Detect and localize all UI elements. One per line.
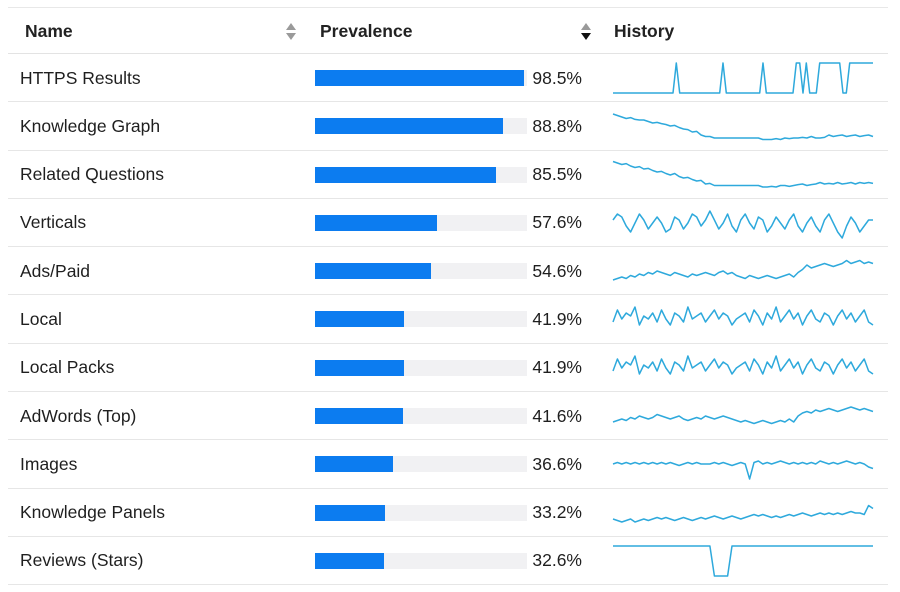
table-row[interactable]: Knowledge Graph 88.8% [8,102,888,151]
prevalence-value: 41.9% [532,308,582,329]
prevalence-bar-track [315,166,527,183]
feature-name: Knowledge Panels [20,502,165,523]
prevalence-value: 88.8% [532,115,582,136]
feature-name: Verticals [20,212,87,233]
prevalence-bar-track [315,118,527,135]
feature-name: AdWords (Top) [20,405,137,426]
feature-name: Local Packs [20,357,115,378]
prevalence-value: 36.6% [532,453,582,474]
prevalence-bar-fill [315,311,404,328]
prevalence-bar-fill [315,359,404,376]
sparkline-line [612,306,874,327]
table-row[interactable]: Verticals 57.6% [8,199,888,248]
prevalence-bar-track [315,504,527,521]
history-sparkline [612,460,874,481]
prevalence-bar-fill [315,263,431,280]
sparkline-line [612,460,874,481]
prevalence-bar-fill [315,118,504,135]
column-header-history: History [614,20,675,41]
sparkline-line [613,545,873,577]
feature-name: Images [20,453,78,474]
history-sparkline [612,210,873,239]
sparkline-line [613,62,873,94]
column-header-name[interactable]: Name [25,20,73,41]
history-sparkline [612,504,874,523]
sort-descending-icon[interactable] [580,22,592,41]
sparkline-line [612,113,874,141]
table-row[interactable]: Reviews (Stars) 32.6% [8,537,888,586]
table-row[interactable]: Local Packs 41.9% [8,344,888,393]
table-row[interactable]: AdWords (Top) 41.6% [8,392,888,441]
feature-name: Related Questions [20,164,164,185]
history-sparkline [612,306,874,327]
sparkline-line [612,259,874,281]
sparkline-line [612,504,874,523]
prevalence-bar-fill [315,166,497,183]
table-row[interactable]: Images 36.6% [8,440,888,489]
feature-name: Knowledge Graph [20,115,161,136]
prevalence-value: 41.6% [532,405,582,426]
prevalence-value: 32.6% [532,550,582,571]
prevalence-bar-fill [315,504,386,521]
sparkline-line [612,210,873,239]
table-row[interactable]: Knowledge Panels 33.2% [8,489,888,537]
history-sparkline [612,160,874,188]
prevalence-bar-track [315,408,527,425]
feature-name: Ads/Paid [20,260,91,281]
feature-name: HTTPS Results [20,67,141,88]
column-header-prevalence[interactable]: Prevalence [320,20,413,41]
serp-features-table: Name Prevalence History HTTPS Results 98.… [8,7,888,586]
prevalence-bar-track [315,214,527,231]
history-sparkline [613,545,873,577]
history-sparkline [613,62,873,94]
prevalence-bar-track [315,456,527,473]
table-body: HTTPS Results 98.5% Knowledge Graph 88.8% Re… [8,54,888,586]
history-sparkline [612,259,874,281]
prevalence-bar-track [315,552,527,569]
prevalence-bar-track [315,359,527,376]
prevalence-bar-fill [315,552,385,569]
prevalence-value: 57.6% [532,212,582,233]
feature-name: Local [20,308,62,329]
table-row[interactable]: Local 41.9% [8,295,888,344]
prevalence-value: 98.5% [532,67,582,88]
sparkline-line [612,160,874,188]
table-row[interactable]: Related Questions 85.5% [8,151,888,199]
history-sparkline [612,406,874,425]
feature-name: Reviews (Stars) [20,550,144,571]
prevalence-value: 85.5% [532,164,582,185]
table-row[interactable]: Ads/Paid 54.6% [8,247,888,296]
prevalence-value: 41.9% [532,357,582,378]
history-sparkline [612,113,874,141]
prevalence-bar-fill [315,408,404,425]
table-row[interactable]: HTTPS Results 98.5% [8,54,888,103]
prevalence-bar-track [315,311,527,328]
history-sparkline [612,355,874,375]
prevalence-value: 33.2% [532,502,582,523]
table-header: Name Prevalence History [8,7,888,54]
prevalence-bar-track [315,70,527,86]
prevalence-bar-fill [315,214,438,231]
prevalence-bar-fill [315,70,524,86]
prevalence-value: 54.6% [532,260,582,281]
prevalence-bar-track [315,263,527,280]
sparkline-line [612,355,874,375]
sort-both-icon[interactable] [285,22,297,41]
sparkline-line [612,406,874,425]
prevalence-bar-fill [315,456,393,473]
